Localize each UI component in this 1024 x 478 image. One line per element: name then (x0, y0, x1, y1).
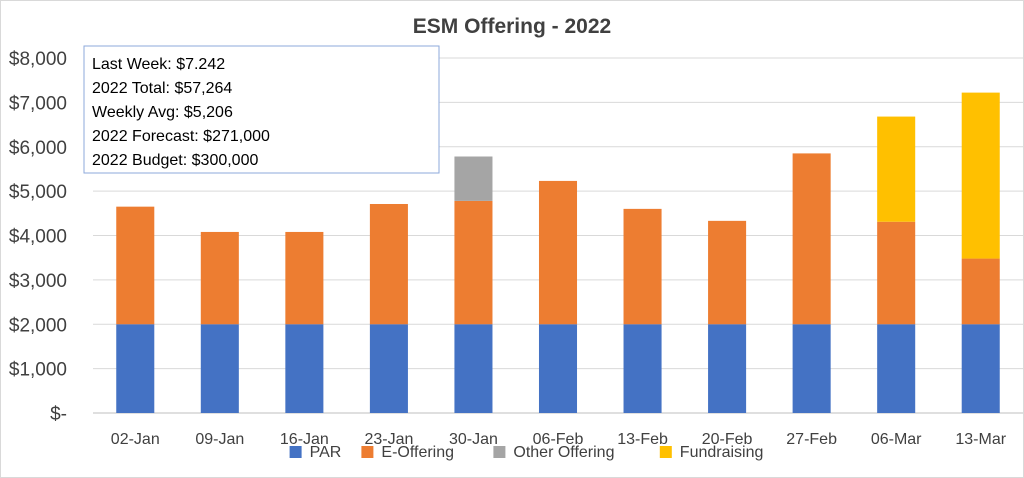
x-tick-label: 27-Feb (786, 431, 837, 448)
x-tick-label: 16-Jan (280, 431, 329, 448)
y-tick-label: $5,000 (9, 182, 67, 203)
legend-swatch-other-offering (493, 446, 506, 458)
legend-swatch-e-offering (361, 446, 374, 458)
y-axis-ticks: $- $1,000 $2,000 $3,000 $4,000 $5,000 $6,000 $7… (9, 49, 67, 425)
x-tick-label: 06-Feb (533, 431, 584, 448)
bar-par (792, 324, 831, 413)
bar-par (285, 324, 324, 413)
y-tick-label: $1,000 (9, 360, 67, 381)
legend: PAR E-Offering Other Offering Fundraising (289, 444, 764, 461)
bar-e-offering (285, 231, 324, 325)
bar-e-offering (200, 231, 239, 325)
legend-swatch-par (289, 446, 302, 458)
legend-label-other-offering: Other Offering (513, 444, 614, 461)
bar-other-offering (454, 156, 493, 201)
y-tick-label: $2,000 (9, 315, 67, 336)
bar-par (454, 324, 493, 413)
bar-par (708, 324, 747, 413)
bar-par (623, 324, 662, 413)
y-tick-label: $3,000 (9, 271, 67, 292)
legend-label-e-offering: E-Offering (381, 444, 454, 461)
annotation-line: 2022 Budget: $300,000 (92, 152, 258, 169)
y-tick-label: $4,000 (9, 227, 67, 248)
x-tick-label: 06-Mar (871, 431, 922, 448)
x-tick-label: 13-Feb (617, 431, 668, 448)
x-axis-ticks: 02-Jan 09-Jan 16-Jan 23-Jan 30-Jan 06-Feb 13-F… (111, 431, 1007, 448)
y-tick-label: $8,000 (9, 49, 67, 70)
annotation-line: Weekly Avg: $5,206 (92, 104, 233, 121)
y-tick-label: $6,000 (9, 138, 67, 159)
bar-fundraising (877, 116, 916, 222)
bar-par (961, 324, 1000, 413)
summary-annotation: Last Week: $7.242 2022 Total: $57,264 Week… (83, 45, 440, 174)
bar-par (369, 324, 408, 413)
legend-label-fundraising: Fundraising (680, 444, 764, 461)
x-tick-label: 30-Jan (449, 431, 498, 448)
bar-e-offering (538, 180, 578, 325)
y-tick-label: $- (50, 404, 67, 425)
bar-e-offering (623, 208, 662, 325)
bar-par (538, 324, 578, 413)
x-tick-label: 13-Mar (955, 431, 1006, 448)
annotation-box (83, 45, 440, 174)
bar-e-offering (961, 258, 1000, 325)
legend-label-par: PAR (310, 444, 342, 461)
bar-e-offering (708, 220, 747, 325)
x-tick-label: 20-Feb (702, 431, 753, 448)
legend-swatch-fundraising (659, 446, 672, 458)
bar-e-offering (454, 200, 493, 325)
bar-fundraising (961, 92, 1000, 259)
annotation-line: 2022 Forecast: $271,000 (92, 128, 270, 145)
bar-e-offering (877, 221, 916, 325)
y-tick-label: $7,000 (9, 93, 67, 114)
annotation-line: Last Week: $7.242 (92, 56, 225, 73)
bar-par (200, 324, 239, 413)
bar-e-offering (116, 206, 155, 325)
bar-e-offering (369, 203, 408, 325)
bars (116, 92, 1000, 413)
bar-par (116, 324, 155, 413)
bar-e-offering (792, 153, 831, 325)
x-tick-label: 09-Jan (195, 431, 244, 448)
annotation-line: 2022 Total: $57,264 (92, 80, 232, 97)
x-tick-label: 02-Jan (111, 431, 160, 448)
bar-par (877, 324, 916, 413)
chart-title: ESM Offering - 2022 (413, 15, 611, 38)
x-tick-label: 23-Jan (364, 431, 413, 448)
